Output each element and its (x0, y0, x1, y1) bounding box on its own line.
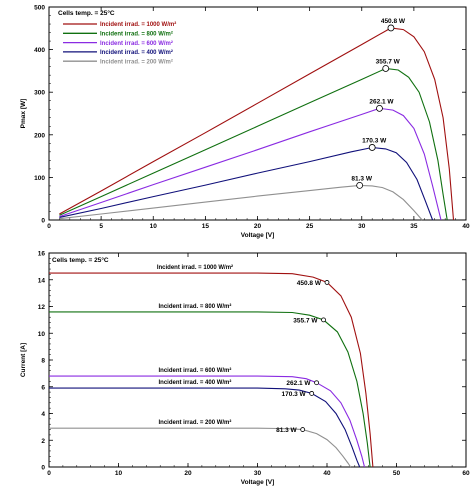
y-axis-title: Current [A] (20, 343, 27, 377)
x-tick-label: 40 (323, 470, 331, 477)
x-tick-label: 30 (254, 470, 262, 477)
legend-label-2: Incident irrad. = 600 W/m² (100, 40, 173, 47)
x-axis-title: Voltage [V] (241, 479, 274, 486)
y-tick-label: 200 (34, 132, 45, 139)
y-tick-label: 400 (34, 47, 45, 54)
y-tick-label: 100 (34, 175, 45, 182)
y-tick-label: 0 (41, 218, 45, 225)
mpp-label-3: 170.3 W (362, 137, 387, 144)
x-tick-label: 0 (47, 223, 51, 230)
x-tick-label: 60 (462, 470, 470, 477)
plot-frame (49, 253, 466, 467)
y-tick-label: 8 (41, 358, 45, 365)
mpp-marker-1 (322, 318, 326, 322)
mpp-label-3: 170.3 W (281, 391, 306, 398)
mpp-label-1: 355.7 W (376, 58, 401, 65)
x-axis-title: Voltage [V] (241, 232, 274, 239)
y-tick-label: 4 (41, 411, 45, 418)
legend-label-1: Incident irrad. = 800 W/m² (100, 31, 173, 38)
x-tick-label: 30 (358, 223, 366, 230)
mpp-marker-2 (376, 105, 382, 111)
mpp-marker-4 (357, 182, 363, 188)
irradiance-label-1: Incident irrad. = 800 W/m² (159, 303, 232, 310)
y-tick-label: 16 (38, 251, 46, 258)
temperature-annotation: Cells temp. = 25°C (52, 256, 109, 264)
irradiance-label-2: Incident irrad. = 600 W/m² (159, 367, 232, 374)
irradiance-label-4: Incident irrad. = 200 W/m² (159, 419, 232, 426)
mpp-marker-0 (325, 280, 329, 284)
y-tick-label: 10 (38, 331, 46, 338)
mpp-label-1: 355.7 W (293, 317, 318, 324)
x-tick-label: 10 (115, 470, 123, 477)
mpp-marker-3 (310, 391, 314, 395)
temperature-annotation: Cells temp. = 25°C (58, 9, 115, 17)
y-tick-label: 300 (34, 90, 45, 97)
y-tick-label: 12 (38, 304, 46, 311)
mpp-label-2: 262.1 W (286, 380, 311, 387)
mpp-marker-4 (301, 428, 305, 432)
y-tick-label: 6 (41, 384, 45, 391)
mpp-label-0: 450.8 W (381, 18, 406, 25)
x-tick-label: 0 (47, 470, 51, 477)
x-tick-label: 10 (150, 223, 158, 230)
x-tick-label: 50 (393, 470, 401, 477)
x-tick-label: 35 (410, 223, 418, 230)
legend-label-3: Incident irrad. = 400 W/m² (100, 49, 173, 56)
current-voltage-chart: 0 10 20 30 40 50 60 0 2 4 6 8 10 12 14 16 Voltage [V] Cur… (20, 251, 470, 487)
x-tick-label: 40 (462, 223, 470, 230)
mpp-marker-0 (388, 25, 394, 31)
mpp-marker-1 (383, 65, 389, 71)
y-tick-label: 14 (38, 277, 46, 284)
mpp-label-4: 81.3 W (351, 175, 372, 182)
irradiance-label-3: Incident irrad. = 400 W/m² (159, 379, 232, 386)
x-tick-label: 20 (184, 470, 192, 477)
irradiance-label-0: Incident irrad. = 1000 W/m² (157, 264, 233, 271)
legend-label-0: Incident irrad. = 1000 W/m² (100, 21, 176, 28)
mpp-label-2: 262.1 W (369, 98, 394, 105)
plot-frame (49, 7, 466, 220)
legend-label-4: Incident irrad. = 200 W/m² (100, 58, 173, 65)
y-tick-label: 0 (41, 465, 45, 472)
power-voltage-chart: 0 5 10 15 20 25 30 35 400100200300400500Voltage … (20, 5, 470, 240)
y-tick-label: 500 (34, 5, 45, 12)
x-tick-label: 25 (306, 223, 314, 230)
y-tick-label: 2 (41, 438, 45, 445)
x-tick-label: 20 (254, 223, 262, 230)
mpp-label-0: 450.8 W (297, 280, 322, 287)
y-axis-title: Pmax [W] (20, 99, 27, 129)
x-tick-label: 5 (99, 223, 103, 230)
x-tick-label: 15 (202, 223, 210, 230)
mpp-marker-3 (369, 144, 375, 150)
mpp-marker-2 (315, 381, 319, 385)
mpp-label-4: 81.3 W (276, 427, 297, 434)
